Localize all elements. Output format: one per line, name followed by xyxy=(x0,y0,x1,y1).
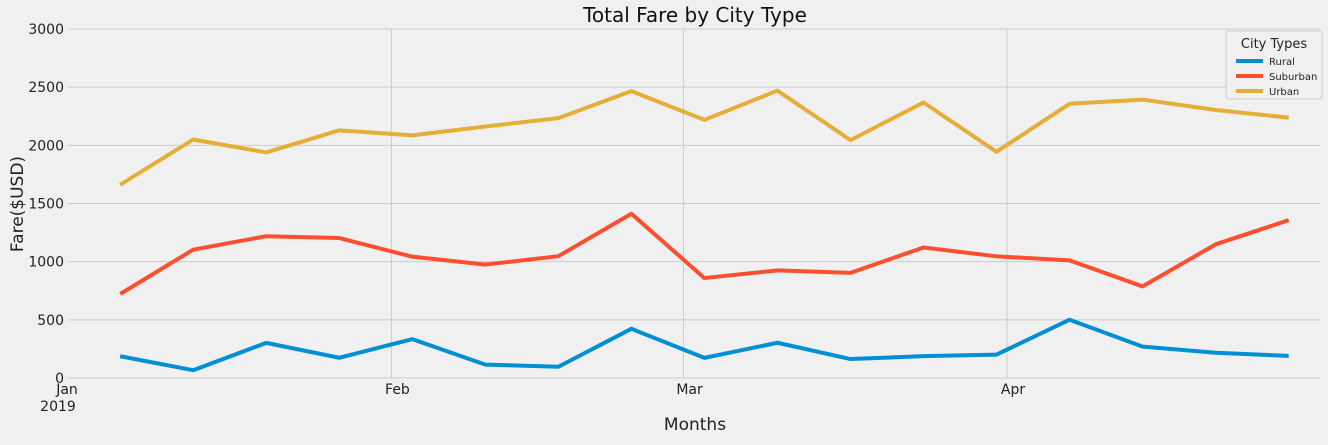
legend: City Types Rural Suburban Urban xyxy=(1226,31,1322,99)
x-tick-label: Jan xyxy=(55,382,78,398)
series-line-rural xyxy=(120,320,1289,370)
series-line-urban xyxy=(120,91,1289,185)
legend-label-urban: Urban xyxy=(1269,87,1299,98)
y-tick-label: 1000 xyxy=(28,255,64,271)
grid xyxy=(68,29,1320,378)
y-tick-label: 1500 xyxy=(28,197,64,213)
x-tick-label: Feb xyxy=(385,382,410,398)
y-tick-label: 500 xyxy=(37,313,64,329)
x-tick-sublabel: 2019 xyxy=(40,399,76,415)
legend-title: City Types xyxy=(1241,37,1307,52)
x-tick-label: Mar xyxy=(676,382,703,398)
chart-title: Total Fare by City Type xyxy=(582,3,807,27)
x-axis-label: Months xyxy=(664,415,726,435)
legend-label-rural: Rural xyxy=(1269,57,1295,68)
x-tick-label: Apr xyxy=(1001,382,1025,398)
legend-label-suburban: Suburban xyxy=(1269,72,1317,83)
y-tick-label: 2000 xyxy=(28,138,64,154)
series-line-suburban xyxy=(120,214,1289,294)
y-axis-label: Fare($USD) xyxy=(8,156,28,252)
y-tick-label: 3000 xyxy=(28,22,64,38)
series-layer xyxy=(120,91,1289,371)
y-tick-label: 2500 xyxy=(28,80,64,96)
